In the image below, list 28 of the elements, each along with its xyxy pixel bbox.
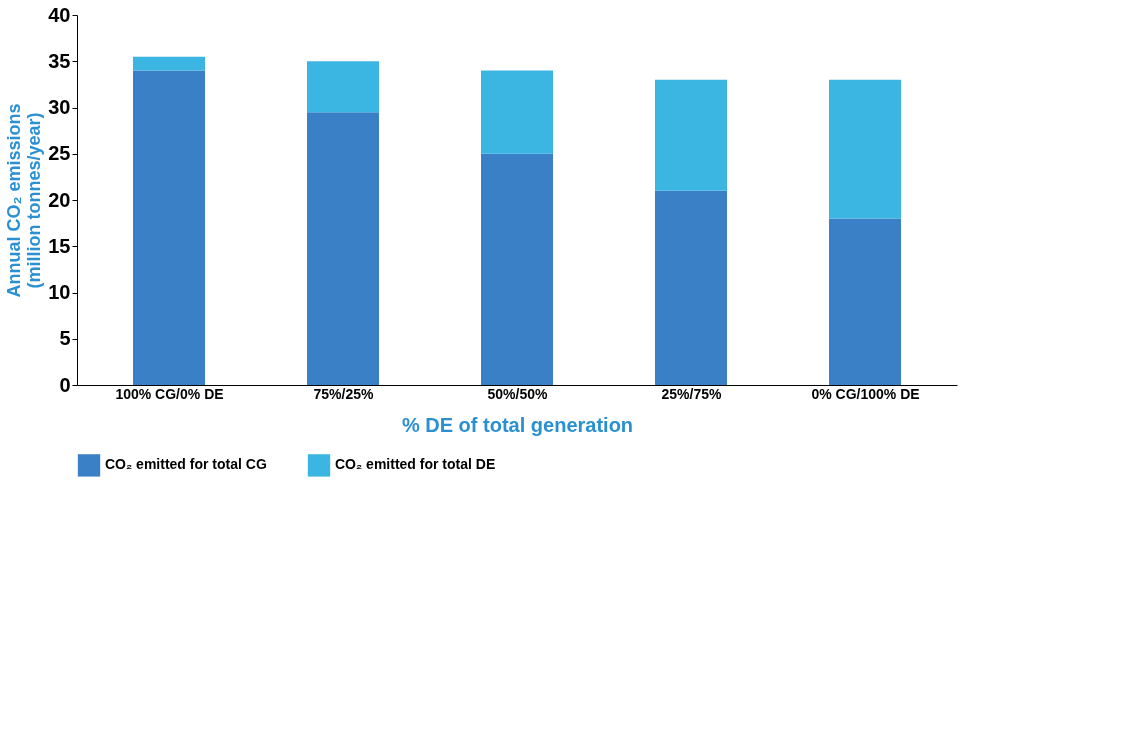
y-tick-label: 20 — [48, 188, 71, 211]
x-tick-label: 25%/75% — [661, 385, 723, 402]
x-tick-label: 100% CG/0% DE — [115, 385, 224, 402]
x-tick-label: 0% CG/100% DE — [811, 385, 920, 402]
y-tick-label: 35 — [48, 49, 71, 72]
bar — [481, 70, 553, 154]
x-axis-title: % DE of total generation — [401, 413, 634, 436]
x-tick-label: 75%/25% — [313, 385, 375, 402]
bar — [655, 79, 727, 191]
bar — [133, 70, 205, 385]
bar — [481, 153, 553, 385]
y-tick-label: 10 — [48, 281, 71, 303]
y-tick-label: 40 — [48, 3, 71, 26]
bar — [133, 56, 205, 71]
y-tick-label: 25 — [48, 142, 71, 165]
bar — [307, 112, 379, 385]
y-tick-label: 5 — [59, 327, 71, 350]
y-axis-title: Annual CO₂ emissions (million tonnes/year) — [4, 103, 45, 298]
x-tick-label: 50%/50% — [487, 385, 549, 402]
bar — [829, 218, 901, 385]
bar — [829, 79, 901, 219]
legend-label: CO₂ emitted for total DE — [335, 456, 496, 473]
bar — [655, 190, 727, 385]
bar — [307, 61, 379, 113]
y-tick-label: 30 — [48, 96, 71, 118]
y-tick-label: 15 — [48, 234, 71, 257]
legend-label: CO₂ emitted for total CG — [105, 456, 267, 473]
y-tick-label: 0 — [59, 373, 71, 396]
